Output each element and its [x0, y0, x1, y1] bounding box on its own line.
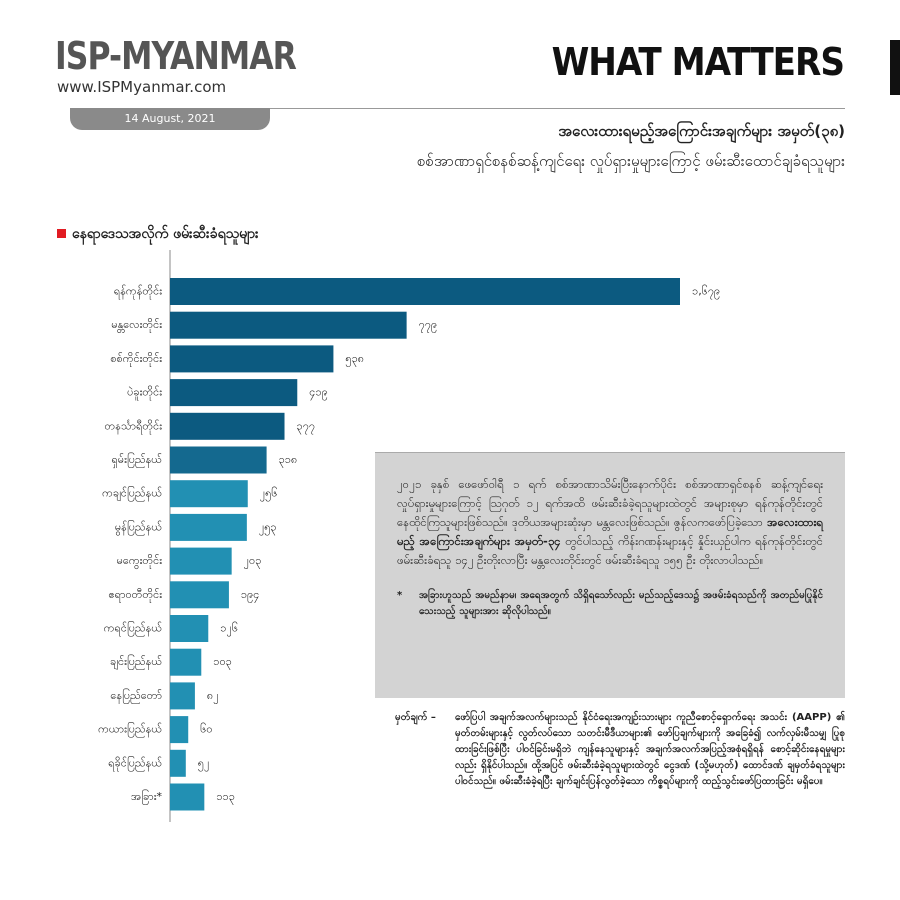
category-label: စစ်ကိုင်းတိုင်း [110, 352, 162, 367]
bar [170, 345, 334, 373]
summary-text: ၂၀၂၁ ခုနှစ် ဖေဖော်ဝါရီ ၁ ရက် စစ်အာဏာသိမ်… [397, 475, 823, 570]
value-label: ၈၂ [207, 689, 219, 704]
note-mark: * [397, 590, 403, 601]
value-label: ၃၇၇ [297, 419, 316, 434]
value-label: ၁၂၆ [220, 622, 238, 637]
bar [170, 716, 189, 744]
bar [170, 648, 202, 676]
bar [170, 749, 186, 777]
bar [170, 480, 248, 508]
value-label: ၃၁၈ [279, 453, 298, 468]
bar [170, 615, 209, 642]
value-label: ၂၅၃ [259, 520, 277, 535]
summary-text-2: တွင်ပါသည့် ကိန်းဂဏန်းများနှင့် နှိုင်းယှ… [397, 534, 823, 567]
footnote: မှတ်ချက် – ဖော်ပြပါ အချက်အလက်များသည် နို… [395, 710, 845, 790]
value-label: ၇၇၉ [419, 318, 438, 333]
category-label: ချင်းပြည်နယ် [110, 654, 162, 670]
bar [170, 446, 267, 474]
value-label: ၁၁၃ [216, 790, 235, 805]
bar [170, 547, 232, 575]
date-badge: 14 August, 2021 [70, 108, 270, 130]
category-label: ရှမ်းပြည်နယ် [111, 452, 162, 468]
category-label: အခြား* [131, 789, 162, 805]
chart-title: နေရာဒေသအလိုက် ဖမ်းဆီးခံရသူများ [72, 226, 259, 242]
summary-bold: အလေးထားရမည့် အကြောင်းအချက်များ အမှတ်-၃၄ [397, 515, 823, 548]
corner-block [890, 40, 900, 95]
bar [170, 311, 407, 339]
bar [170, 379, 298, 407]
category-label: မွန်ပြည်နယ် [115, 519, 162, 535]
note: * အခြားဟူသည် အမည်နာမ၊ အရေအတွက် သိရှိရသော… [397, 588, 823, 620]
footnote-label: မှတ်ချက် – [395, 712, 436, 723]
category-label: ပဲခူးတိုင်း [127, 386, 162, 401]
title: အလေးထားရမည့်အကြောင်းအချက်များ အမှတ်(၃၈) [558, 122, 845, 140]
value-label: ၆၀ [200, 723, 212, 736]
header-rule [70, 108, 845, 109]
bar [170, 783, 205, 811]
category-label: ကချင်ပြည်နယ် [102, 486, 162, 502]
category-label: ရခိုင်ပြည်နယ် [108, 755, 162, 771]
legend-square [57, 229, 66, 238]
category-label: မကွေးတိုင်း [117, 554, 163, 569]
website: www.ISPMyanmar.com [57, 78, 227, 96]
note-text: အခြားဟူသည် အမည်နာမ၊ အရေအတွက် သိရှိရသော်လ… [419, 590, 823, 617]
category-label: ကရင်ပြည်နယ် [104, 621, 163, 637]
summary-text-1: ၂၀၂၁ ခုနှစ် ဖေဖော်ဝါရီ ၁ ရက် စစ်အာဏာသိမ်… [397, 477, 823, 529]
category-label: ဧရာဝတီတိုင်း [108, 588, 162, 603]
bar [170, 278, 680, 305]
value-label: ၂၅၆ [260, 487, 278, 502]
category-label: ရန်ကုန်တိုင်း [114, 285, 162, 300]
value-label: ၅၃၈ [345, 352, 364, 367]
bar [170, 513, 247, 541]
series-name: WHAT MATTERS [551, 40, 845, 84]
category-label: တနင်္သာရီတိုင်း [105, 419, 163, 434]
value-label: ၂၀၃ [244, 554, 262, 569]
value-label: ၅၂ [198, 756, 210, 771]
subtitle: စစ်အာဏာရှင်စနစ်ဆန့်ကျင်ရေး လှုပ်ရှားမှုမ… [417, 152, 845, 170]
summary-box: ၂၀၂၁ ခုနှစ် ဖေဖော်ဝါရီ ၁ ရက် စစ်အာဏာသိမ်… [375, 452, 845, 698]
value-label: ၄၁၉ [309, 386, 328, 401]
bar [170, 412, 285, 440]
value-label: ၁,၆၇၉ [692, 285, 720, 300]
category-label: နေပြည်တော် [110, 688, 162, 704]
bar [170, 581, 229, 609]
value-label: ၁၀၃ [213, 655, 232, 670]
bar [170, 682, 195, 710]
footnote-text: ဖော်ပြပါ အချက်အလက်များသည် နိုင်ငံရေးအကျဉ… [455, 712, 845, 787]
category-label: ကယားပြည်နယ် [98, 722, 162, 738]
value-label: ၁၉၄ [241, 588, 260, 603]
category-label: မန္တလေးတိုင်း [111, 318, 162, 333]
brand: ISP-MYANMAR [55, 34, 297, 78]
